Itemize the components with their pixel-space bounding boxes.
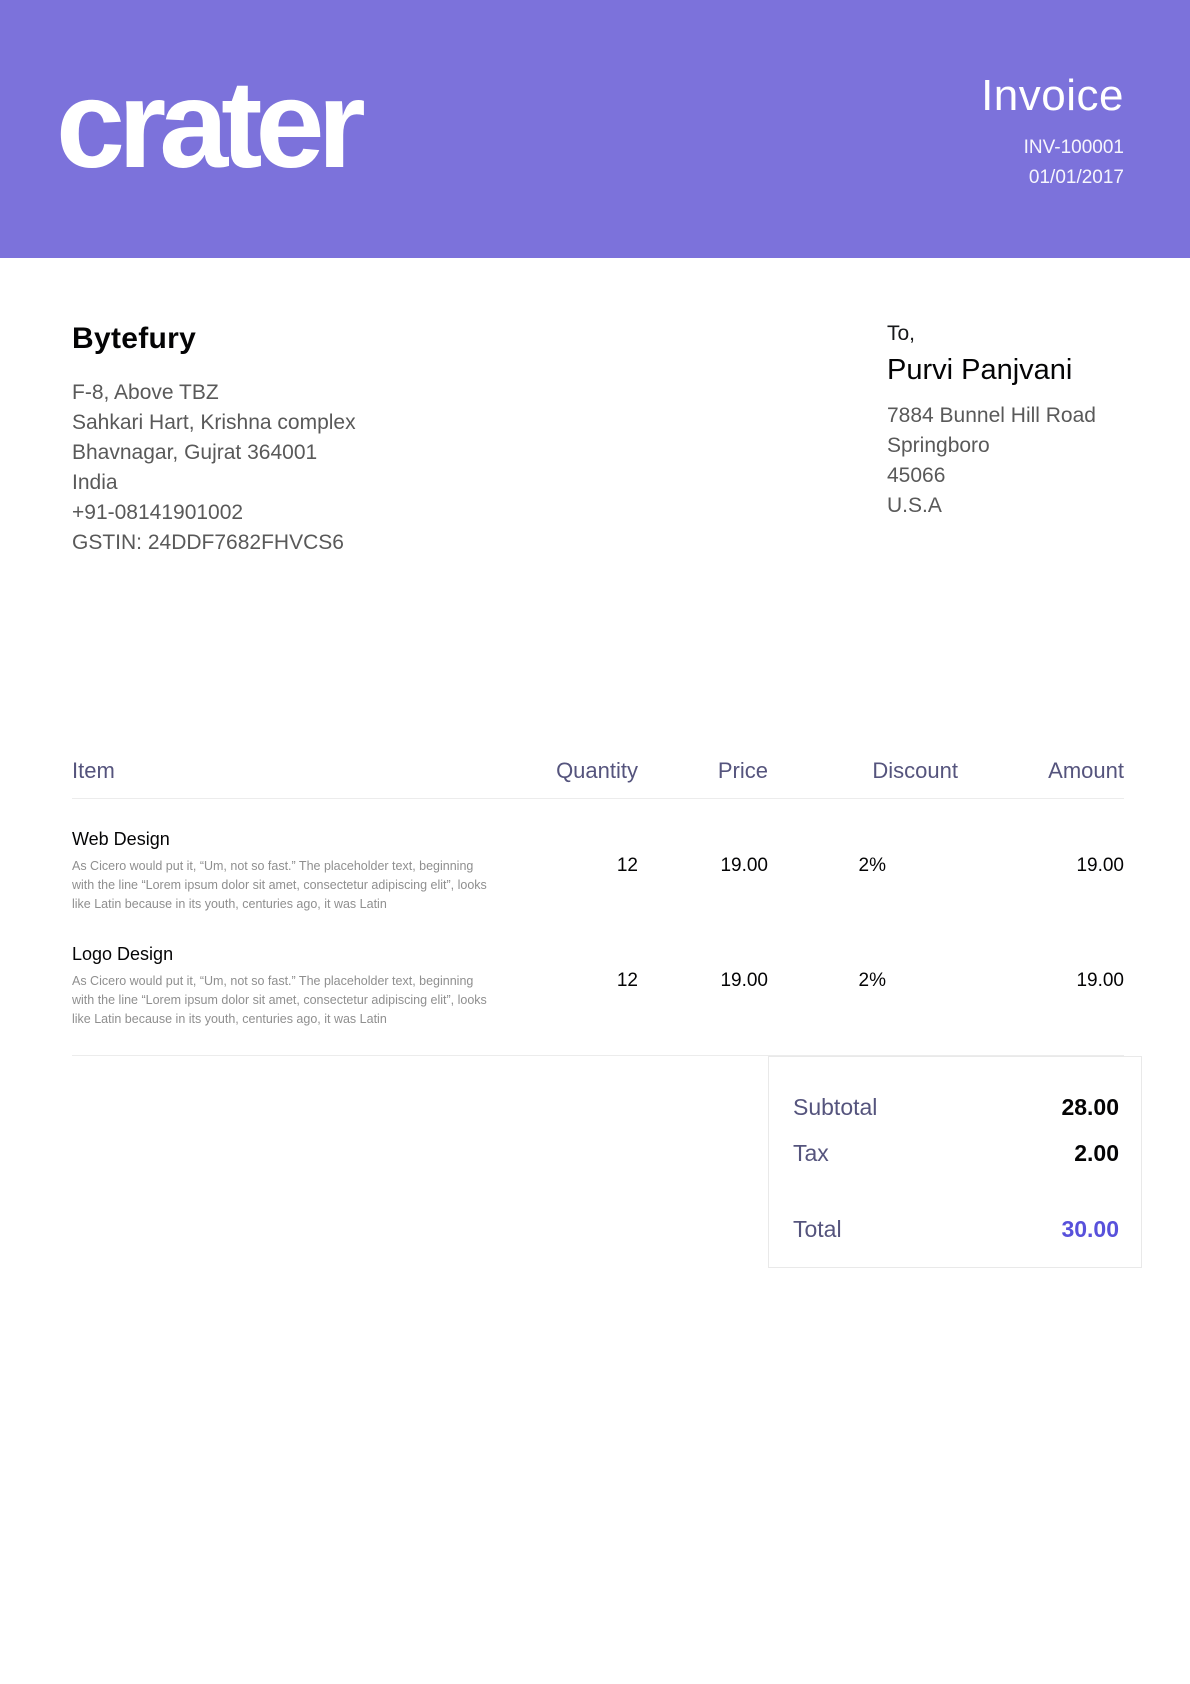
column-header-quantity: Quantity <box>556 758 638 783</box>
item-description: As Cicero would put it, “Um, not so fast… <box>72 859 487 911</box>
tax-value: 2.00 <box>1074 1140 1119 1166</box>
company-address-line: F-8, Above TBZ <box>72 381 219 404</box>
item-amount: 19.00 <box>1076 855 1124 876</box>
subtotal-label: Subtotal <box>793 1094 878 1120</box>
total-value: 30.00 <box>1061 1216 1119 1242</box>
column-header-discount: Discount <box>872 758 958 783</box>
total-row: Total 30.00 <box>793 1215 1119 1243</box>
item-name: Logo Design <box>72 944 174 964</box>
totals-box: Subtotal 28.00 Tax 2.00 Total 30.00 <box>768 1056 1142 1268</box>
invoice-number: INV-100001 <box>1023 137 1124 158</box>
bill-to-block: To, Purvi Panjvani 7884 Bunnel Hill Road… <box>887 322 1124 558</box>
total-label: Total <box>793 1216 842 1242</box>
column-header-item: Item <box>72 758 115 783</box>
item-name: Web Design <box>72 829 170 849</box>
item-discount: 2% <box>858 970 886 991</box>
bill-to-label: To, <box>887 322 916 345</box>
table-row: Web Design As Cicero would put it, “Um, … <box>72 799 1124 914</box>
totals-section: Subtotal 28.00 Tax 2.00 Total 30.00 <box>0 1056 1142 1268</box>
item-discount: 2% <box>858 855 886 876</box>
client-address-line: U.S.A <box>887 494 942 517</box>
item-price: 19.00 <box>720 855 768 876</box>
subtotal-value: 28.00 <box>1061 1094 1119 1120</box>
company-address-line: Bhavnagar, Gujrat 364001 <box>72 441 318 464</box>
item-quantity: 12 <box>616 855 638 876</box>
item-quantity: 12 <box>616 970 638 991</box>
table-row: Logo Design As Cicero would put it, “Um,… <box>72 914 1124 1029</box>
company-phone: +91-08141901002 <box>72 501 244 524</box>
parties-section: Bytefury F-8, Above TBZ Sahkari Hart, Kr… <box>72 322 1124 558</box>
items-table: Item Quantity Price Discount Amount Web … <box>72 758 1124 1056</box>
header-band: crater Invoice INV-100001 01/01/2017 <box>0 0 1190 258</box>
company-block: Bytefury F-8, Above TBZ Sahkari Hart, Kr… <box>72 322 356 558</box>
crater-logo: crater <box>56 56 366 194</box>
column-header-price: Price <box>717 758 768 783</box>
item-cell: Web Design As Cicero would put it, “Um, … <box>72 829 512 914</box>
column-header-amount: Amount <box>1048 758 1124 783</box>
item-price: 19.00 <box>720 970 768 991</box>
subtotal-row: Subtotal 28.00 <box>793 1093 1119 1121</box>
company-name: Bytefury <box>72 322 197 355</box>
table-body: Web Design As Cicero would put it, “Um, … <box>72 799 1124 1056</box>
client-address-line: 7884 Bunnel Hill Road <box>887 404 1096 427</box>
item-description: As Cicero would put it, “Um, not so fast… <box>72 974 487 1026</box>
table-header-row: Item Quantity Price Discount Amount <box>72 758 1124 799</box>
client-address-line: Springboro <box>887 434 990 457</box>
invoice-date: 01/01/2017 <box>1028 167 1124 188</box>
company-address-line: Sahkari Hart, Krishna complex <box>72 411 356 434</box>
company-address-line: India <box>72 471 118 494</box>
company-gstin: GSTIN: 24DDF7682FHVCS6 <box>72 531 344 554</box>
client-name: Purvi Panjvani <box>887 354 1073 386</box>
invoice-title: Invoice <box>981 71 1124 120</box>
invoice-header-block: Invoice INV-100001 01/01/2017 <box>981 65 1124 193</box>
client-address-line: 45066 <box>887 464 946 487</box>
tax-row: Tax 2.00 <box>793 1139 1119 1167</box>
item-amount: 19.00 <box>1076 970 1124 991</box>
tax-label: Tax <box>793 1140 829 1166</box>
item-cell: Logo Design As Cicero would put it, “Um,… <box>72 944 512 1029</box>
